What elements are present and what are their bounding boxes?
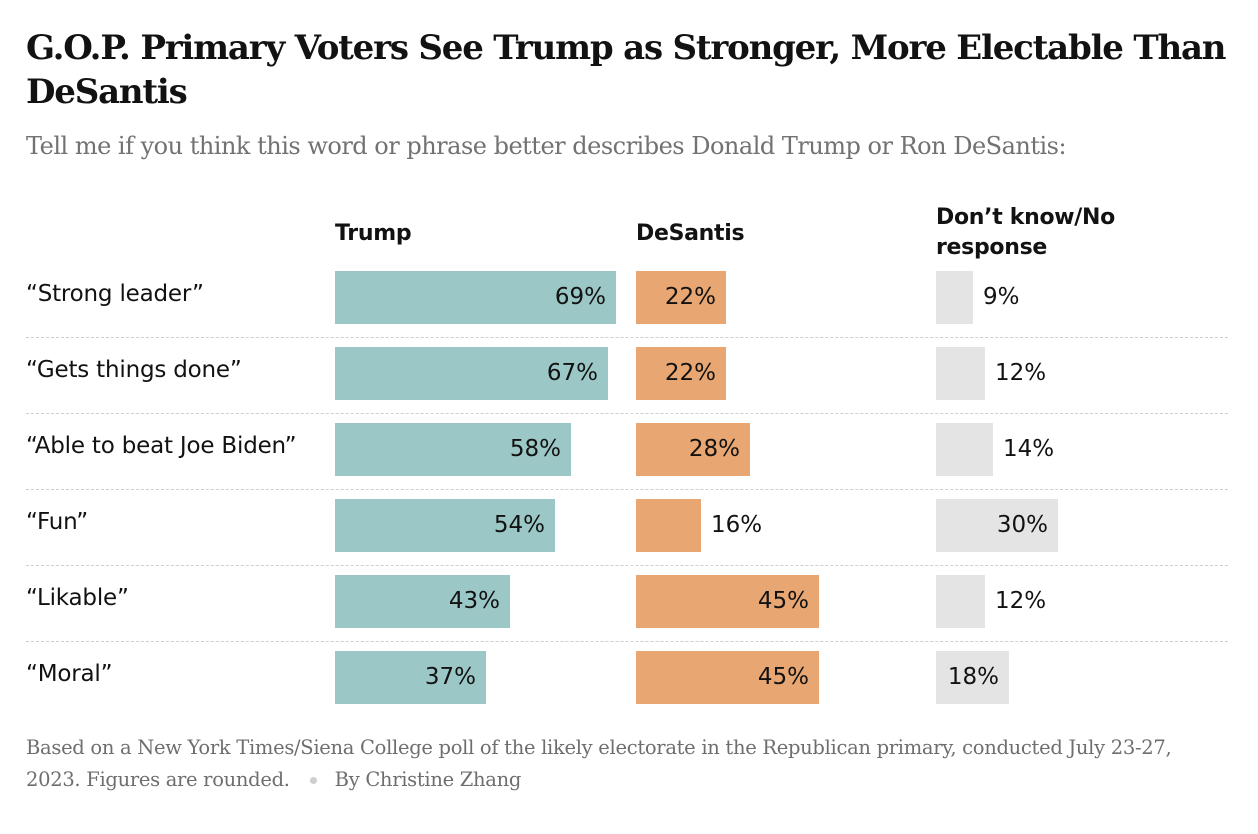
- value-label-dont-know: 14%: [1003, 436, 1055, 462]
- bar-dont-know: [936, 651, 1009, 704]
- chart-row: “Gets things done” 67% 22% 12%: [26, 338, 1228, 414]
- row-divider: [26, 565, 1228, 566]
- chart-footer: Based on a New York Times/Siena College …: [26, 732, 1226, 796]
- bar-dont-know: [936, 271, 973, 324]
- value-label-desantis: 22%: [664, 360, 716, 386]
- value-label-trump: 58%: [509, 436, 561, 462]
- row-label: “Able to beat Joe Biden”: [26, 433, 297, 459]
- separator-dot: [309, 777, 317, 784]
- row-divider: [26, 641, 1228, 642]
- bar-dont-know: [936, 499, 1058, 552]
- row-divider: [26, 489, 1228, 490]
- row-label: “Gets things done”: [26, 357, 242, 383]
- chart-subtitle: Tell me if you think this word or phrase…: [26, 132, 1067, 160]
- value-label-trump: 69%: [554, 284, 606, 310]
- value-label-trump: 37%: [424, 664, 476, 690]
- value-label-desantis: 16%: [711, 512, 763, 538]
- row-label: “Fun”: [26, 509, 88, 535]
- chart-row: “Moral” 37% 45% 18%: [26, 642, 1228, 718]
- value-label-trump: 43%: [448, 588, 500, 614]
- value-label-trump: 54%: [493, 512, 545, 538]
- value-label-dont-know: 18%: [947, 664, 999, 690]
- chart-row: “Likable” 43% 45% 12%: [26, 566, 1228, 642]
- bar-trump: [335, 651, 486, 704]
- chart-title: G.O.P. Primary Voters See Trump as Stron…: [26, 28, 1227, 112]
- chart-row: “Fun” 54% 16% 30%: [26, 490, 1228, 566]
- value-label-desantis: 28%: [688, 436, 740, 462]
- bar-trump: [335, 423, 571, 476]
- value-label-dont-know: 12%: [995, 588, 1047, 614]
- value-label-trump: 67%: [546, 360, 598, 386]
- column-header-dont-know: Don’t know/No response: [936, 205, 1115, 260]
- value-label-desantis: 22%: [664, 284, 716, 310]
- bar-desantis: [636, 347, 726, 400]
- value-label-dont-know: 12%: [995, 360, 1047, 386]
- bar-trump: [335, 347, 608, 400]
- bar-dont-know: [936, 347, 985, 400]
- bar-dont-know: [936, 575, 985, 628]
- source-note: Based on a New York Times/Siena College …: [26, 736, 1172, 791]
- row-divider: [26, 337, 1228, 338]
- row-divider: [26, 413, 1228, 414]
- row-label: “Likable”: [26, 585, 129, 611]
- bar-desantis: [636, 499, 701, 552]
- bar-trump: [335, 575, 510, 628]
- byline: By Christine Zhang: [334, 768, 522, 791]
- bar-desantis: [636, 423, 750, 476]
- chart-row: “Able to beat Joe Biden” 58% 28% 14%: [26, 414, 1228, 490]
- row-label: “Strong leader”: [26, 281, 204, 307]
- bar-dont-know: [936, 423, 993, 476]
- value-label-dont-know: 9%: [983, 284, 1020, 310]
- row-label: “Moral”: [26, 661, 113, 687]
- bar-desantis: [636, 271, 726, 324]
- chart-row: “Strong leader” 69% 22% 9%: [26, 262, 1228, 338]
- bar-desantis: [636, 651, 819, 704]
- value-label-dont-know: 30%: [996, 512, 1048, 538]
- bar-desantis: [636, 575, 819, 628]
- bar-trump: [335, 499, 555, 552]
- value-label-desantis: 45%: [757, 588, 809, 614]
- column-header-trump: Trump: [335, 221, 412, 246]
- column-header-desantis: DeSantis: [636, 221, 745, 246]
- bar-trump: [335, 271, 616, 324]
- value-label-desantis: 45%: [757, 664, 809, 690]
